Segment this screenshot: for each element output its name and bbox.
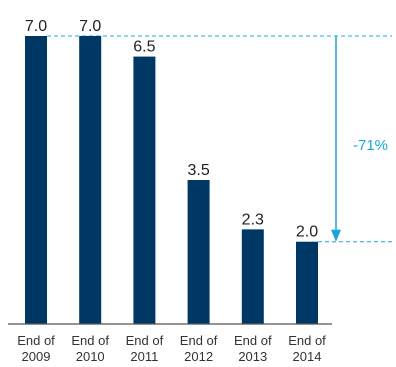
bar <box>241 229 264 324</box>
bar <box>25 36 47 324</box>
value-label: 2.0 <box>296 224 318 241</box>
bar <box>296 241 318 324</box>
value-label: 6.5 <box>133 39 155 56</box>
bars <box>25 36 318 324</box>
value-label: 7.0 <box>25 18 47 35</box>
x-tick-label: 2009 <box>22 349 51 364</box>
bar <box>133 56 156 324</box>
x-tick-label: End of <box>71 333 109 348</box>
bar <box>187 180 210 324</box>
x-tick-label: 2014 <box>293 349 322 364</box>
x-tick-label: End of <box>234 333 272 348</box>
x-tick-label: 2010 <box>76 349 105 364</box>
x-tick-label: End of <box>17 333 55 348</box>
x-tick-label: 2011 <box>130 349 158 364</box>
change-annotation: -71% <box>331 36 388 242</box>
value-label: 3.5 <box>187 162 209 179</box>
x-tick-label: 2012 <box>184 349 213 364</box>
bar <box>79 36 102 324</box>
value-label: 2.3 <box>242 211 264 228</box>
annotation-arrow-head-icon <box>331 229 341 242</box>
reference-lines <box>47 35 392 243</box>
value-labels: 7.0 7.0 6.5 3.5 2.3 2.0 <box>25 18 318 241</box>
annotation-label: -71% <box>353 137 388 154</box>
x-tick-label: 2013 <box>238 349 267 364</box>
x-tick-label: End of <box>180 333 218 348</box>
value-label: 7.0 <box>79 18 101 35</box>
x-tick-label: End of <box>126 333 164 348</box>
x-tick-label: End of <box>288 333 326 348</box>
